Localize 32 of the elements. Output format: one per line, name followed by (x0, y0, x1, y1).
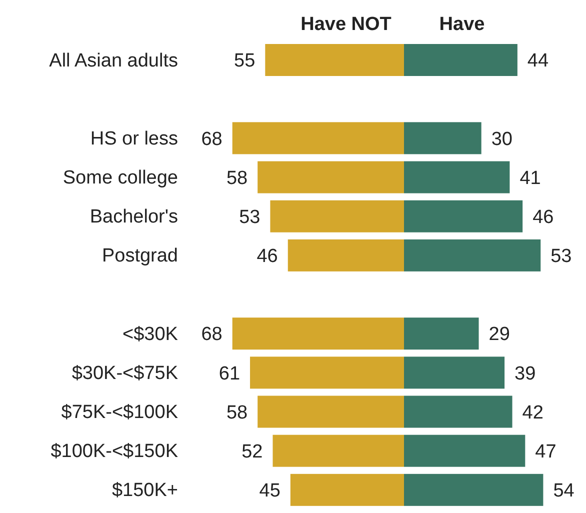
y-tick-label: <$30K (122, 324, 178, 345)
y-tick-label: $100K-<$150K (50, 441, 178, 462)
data-label: 52 (242, 441, 263, 462)
data-label: 46 (532, 206, 554, 228)
data-label: 58 (226, 402, 248, 424)
data-label: 47 (535, 441, 556, 462)
data-label: 29 (488, 324, 510, 346)
data-label: 53 (550, 246, 572, 268)
data-label: 53 (239, 206, 260, 228)
y-tick-label: HS or less (90, 128, 178, 150)
y-tick-label: Bachelor's (90, 206, 178, 228)
y-tick-label: Postgrad (102, 246, 178, 267)
data-label: 68 (201, 324, 222, 346)
data-label: 61 (218, 363, 240, 384)
y-tick-label: $30K-<$75K (72, 362, 178, 384)
data-label: 55 (234, 50, 256, 72)
data-label: 39 (514, 363, 536, 384)
data-label: 42 (522, 402, 544, 424)
data-label: 68 (201, 128, 222, 150)
chart-title: Have NOT (300, 14, 392, 35)
y-tick-label: $75K-<$100K (61, 402, 178, 424)
data-label: 45 (259, 480, 280, 502)
data-label: 54 (553, 480, 575, 502)
y-tick-label: $150K+ (112, 480, 178, 502)
data-label: 41 (520, 168, 541, 189)
data-label: 44 (527, 50, 549, 72)
data-label: 58 (226, 168, 248, 189)
data-label: 46 (256, 246, 278, 268)
chart-title: Have (439, 14, 485, 35)
data-label: 30 (491, 128, 512, 150)
y-tick-label: Some college (62, 168, 178, 189)
y-tick-label: All Asian adults (49, 50, 178, 72)
